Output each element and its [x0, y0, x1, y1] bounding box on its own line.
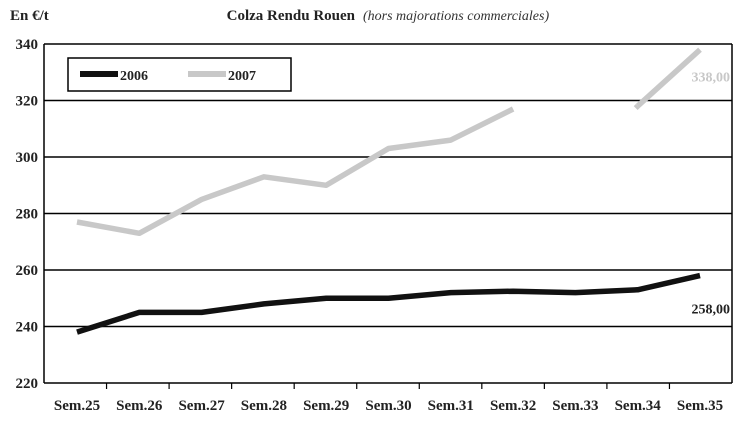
chart-subtitle: (hors majorations commerciales): [363, 9, 549, 24]
legend-label-2007: 2007: [228, 69, 256, 84]
chart-title: Colza Rendu Rouen: [227, 8, 356, 24]
series-line-2007-seg1: [635, 47, 702, 109]
x-tick-label: Sem.28: [241, 398, 287, 414]
x-tick-label: Sem.29: [303, 398, 349, 414]
legend: 2006 2007: [67, 57, 292, 92]
axes: [43, 44, 733, 389]
x-tick-label: Sem.25: [54, 398, 100, 414]
y-tick-label: 280: [16, 207, 39, 223]
data-label-2006: 258,00: [692, 303, 731, 318]
x-tick-label: Sem.32: [490, 398, 536, 414]
data-labels: 258,00 338,00: [692, 71, 731, 318]
y-tick-label: 260: [16, 263, 39, 279]
gridlines: [44, 43, 732, 384]
y-tick-label: 320: [16, 94, 39, 110]
data-label-2007: 338,00: [692, 71, 731, 86]
series-line-2006-seg0: [76, 272, 701, 335]
x-tick-label: Sem.31: [428, 398, 474, 414]
y-tick-label: 240: [16, 320, 39, 336]
y-tick-labels: 220 240 260 280 300 320 340: [16, 37, 39, 392]
x-tick-label: Sem.27: [178, 398, 225, 414]
x-tick-labels: Sem.25 Sem.26 Sem.27 Sem.28 Sem.29 Sem.30 Sem.…: [54, 398, 723, 414]
y-axis-label: En €/t: [10, 8, 49, 24]
x-tick-label: Sem.34: [615, 398, 662, 414]
x-tick-label: Sem.35: [677, 398, 723, 414]
y-tick-label: 300: [16, 150, 39, 166]
x-tick-label: Sem.33: [552, 398, 598, 414]
x-tick-label: Sem.30: [365, 398, 411, 414]
series-lines: [76, 47, 702, 335]
y-tick-label: 340: [16, 37, 39, 53]
legend-label-2006: 2006: [120, 69, 148, 84]
y-tick-label: 220: [16, 376, 39, 392]
series-line-2007-seg0: [76, 106, 515, 237]
series-line-2007-joint: [633, 104, 640, 111]
x-tick-label: Sem.26: [116, 398, 163, 414]
